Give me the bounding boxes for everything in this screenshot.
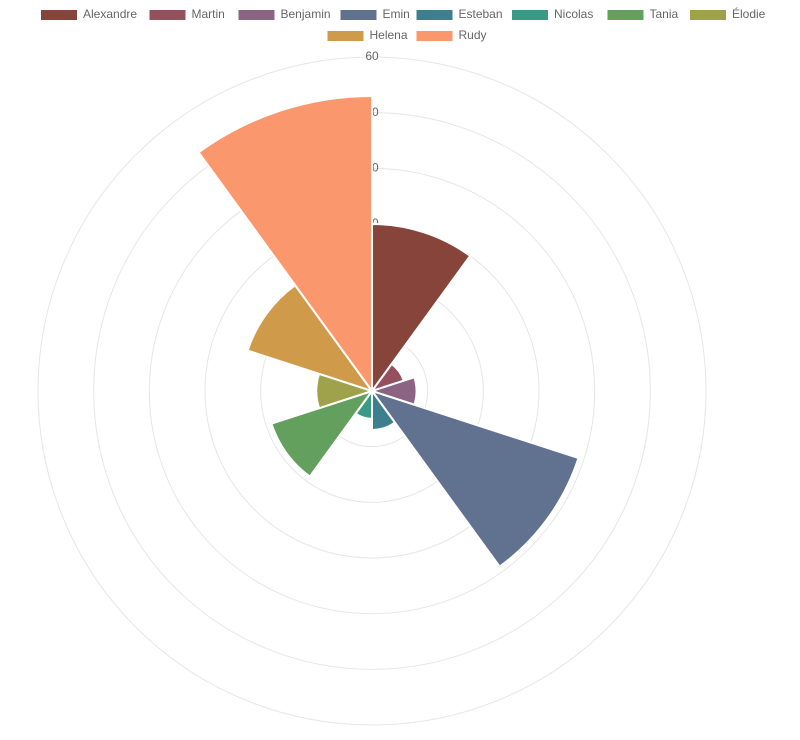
legend-swatch xyxy=(512,10,548,20)
legend-label: Helena xyxy=(370,28,408,42)
legend-swatch xyxy=(690,10,726,20)
legend-label: Benjamin xyxy=(281,7,331,21)
legend-label: Esteban xyxy=(459,7,503,21)
legend-item[interactable]: Tania xyxy=(607,7,679,21)
legend-item[interactable]: Emin xyxy=(340,7,410,21)
legend-item[interactable]: Esteban xyxy=(416,7,503,21)
legend-label: Emin xyxy=(383,7,410,21)
legend-swatch xyxy=(238,10,275,20)
legend-swatch xyxy=(327,31,364,41)
legend-item[interactable]: Benjamin xyxy=(238,7,331,21)
polar-segment xyxy=(197,94,373,395)
legend-swatch xyxy=(340,10,377,20)
r-tick-label: 60 xyxy=(365,49,379,63)
legend-item[interactable]: Martin xyxy=(149,7,225,21)
legend-item[interactable]: Élodie xyxy=(690,6,766,21)
polar-segment xyxy=(369,389,580,569)
legend-item[interactable]: Alexandre xyxy=(41,7,137,21)
legend-item[interactable]: Nicolas xyxy=(512,7,593,21)
legend-label: Rudy xyxy=(459,28,487,42)
legend-swatch xyxy=(416,10,453,20)
grid-circle xyxy=(37,56,707,726)
legend-label: Nicolas xyxy=(554,7,593,21)
polar-segment xyxy=(246,283,375,393)
polar-segment xyxy=(371,222,472,395)
legend-label: Alexandre xyxy=(83,7,137,21)
legend-label: Élodie xyxy=(732,6,766,21)
legend-swatch xyxy=(416,31,453,41)
legend-item[interactable]: Rudy xyxy=(416,28,487,42)
polar-segment xyxy=(270,389,375,478)
legend-swatch xyxy=(41,10,77,20)
legend-item[interactable]: Helena xyxy=(327,28,408,42)
legend-label: Martin xyxy=(192,7,225,21)
legend-label: Tania xyxy=(650,7,679,21)
legend-swatch xyxy=(607,10,644,20)
legend-swatch xyxy=(149,10,186,20)
polar-segment xyxy=(371,387,397,431)
